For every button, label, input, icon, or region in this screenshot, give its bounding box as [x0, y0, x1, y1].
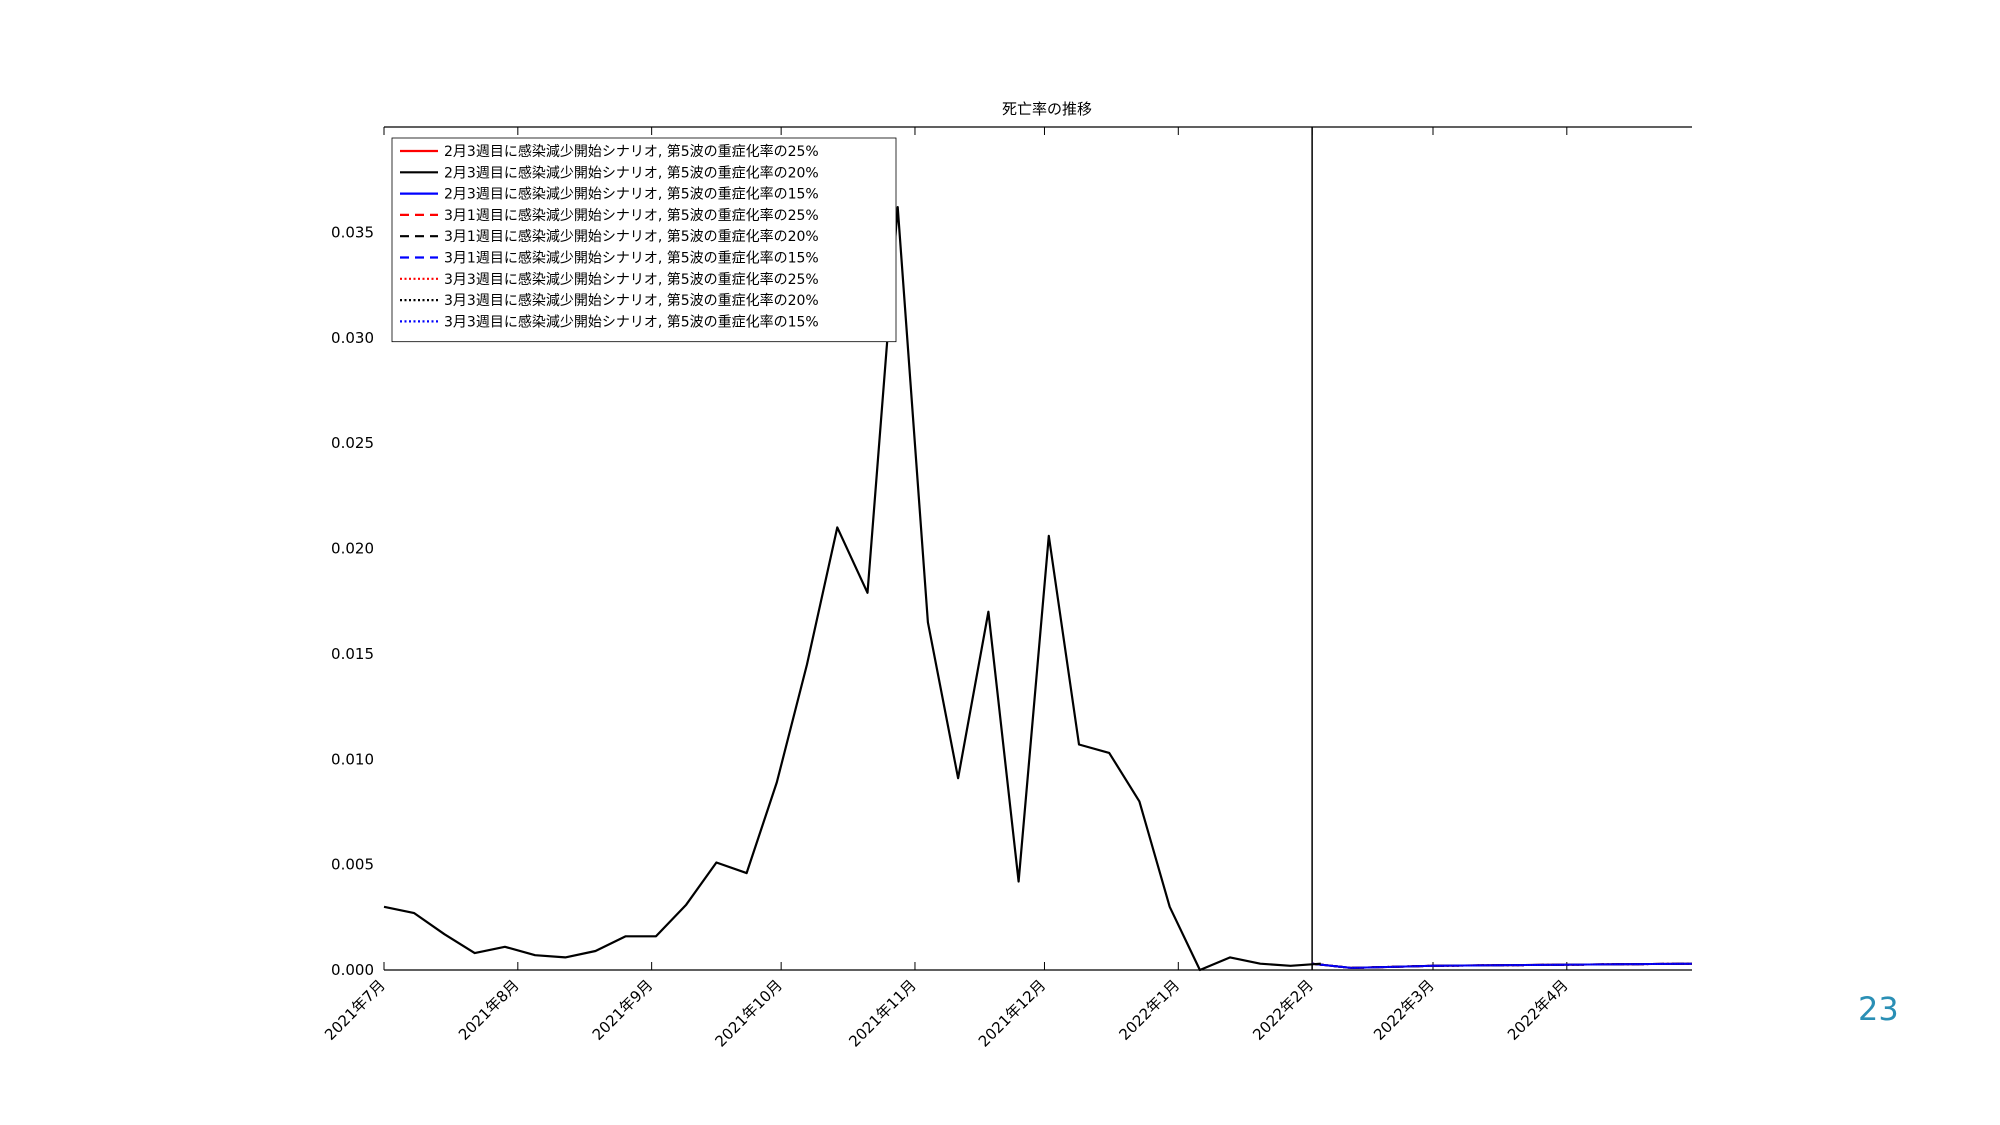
page-number: 23: [1858, 990, 1899, 1028]
observed-series-line: [383, 206, 1321, 972]
x-tick-label: 2022年3月: [1370, 976, 1438, 1044]
plot-area: [383, 206, 1693, 972]
x-tick-label: 2022年1月: [1115, 976, 1183, 1044]
x-tick-label: 2021年8月: [455, 976, 523, 1044]
y-tick-label: 0.030: [331, 329, 374, 347]
legend-entry-label: 3月3週目に感染減少開始シナリオ, 第5波の重症化率の20%: [444, 292, 819, 309]
legend-entry-label: 3月1週目に感染減少開始シナリオ, 第5波の重症化率の25%: [444, 207, 819, 224]
x-tick-label: 2021年11月: [845, 976, 919, 1050]
legend-entry-label: 2月3週目に感染減少開始シナリオ, 第5波の重症化率の20%: [444, 164, 819, 181]
y-axis-ticks: 0.000 0.005 0.010 0.015 0.020 0.025 0.030 0.035: [331, 223, 374, 979]
legend-entry-label: 2月3週目に感染減少開始シナリオ, 第5波の重症化率の15%: [444, 186, 819, 203]
x-tick-label: 2022年4月: [1504, 976, 1572, 1044]
chart-axes: [384, 126, 1692, 971]
x-tick-label: 2021年10月: [712, 976, 786, 1050]
x-tick-label: 2021年12月: [975, 976, 1049, 1050]
y-tick-label: 0.000: [331, 961, 374, 979]
legend-entry-label: 3月3週目に感染減少開始シナリオ, 第5波の重症化率の25%: [444, 271, 819, 288]
y-tick-label: 0.015: [331, 645, 374, 663]
y-tick-label: 0.010: [331, 750, 374, 768]
y-tick-label: 0.005: [331, 856, 374, 874]
x-tick-label: 2022年2月: [1249, 976, 1317, 1044]
x-tick-label: 2021年9月: [589, 976, 657, 1044]
legend-box: [391, 137, 897, 343]
y-tick-label: 0.035: [331, 223, 374, 241]
y-tick-label: 0.025: [331, 434, 374, 452]
legend: 2月3週目に感染減少開始シナリオ, 第5波の重症化率の25% 2月3週目に感染減少…: [391, 137, 897, 343]
chart-title: 死亡率の推移: [1002, 100, 1092, 118]
legend-entry-label: 3月1週目に感染減少開始シナリオ, 第5波の重症化率の15%: [444, 250, 819, 267]
legend-entry-label: 3月1週目に感染減少開始シナリオ, 第5波の重症化率の20%: [444, 228, 819, 245]
x-tick-label: 2021年7月: [321, 976, 389, 1044]
legend-entry-label: 3月3週目に感染減少開始シナリオ, 第5波の重症化率の15%: [444, 313, 819, 330]
legend-entry-label: 2月3週目に感染減少開始シナリオ, 第5波の重症化率の25%: [444, 143, 819, 160]
scenario-series-line-9: [1311, 962, 1693, 969]
y-tick-label: 0.020: [331, 540, 374, 558]
